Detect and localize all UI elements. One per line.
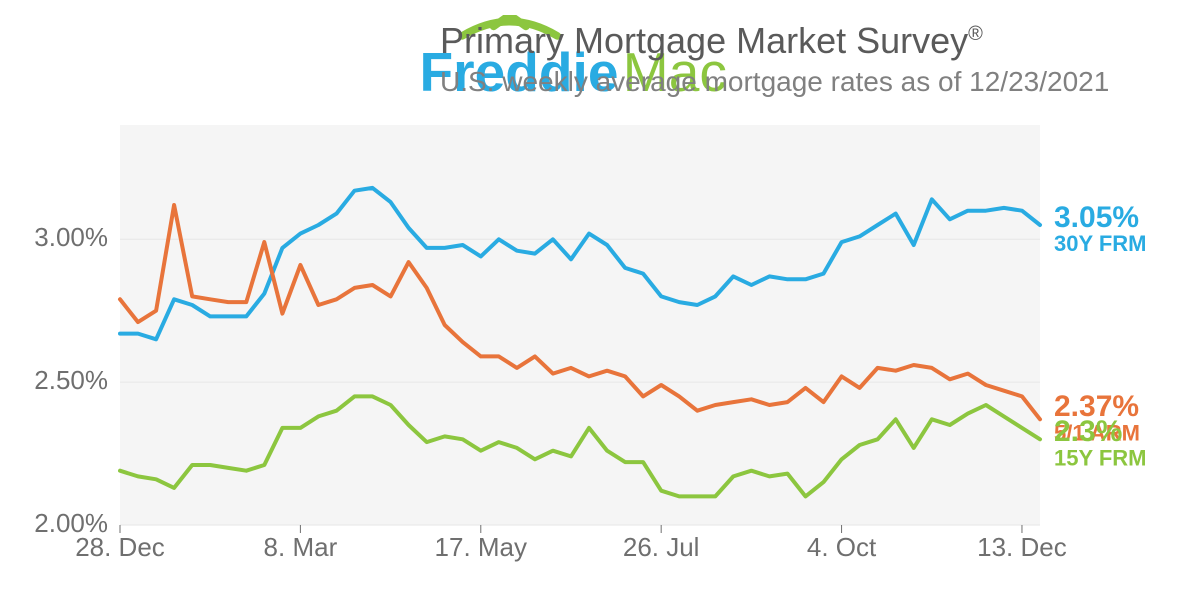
series-end-value: 2.3%	[1054, 415, 1122, 448]
x-axis-label: 8. Mar	[264, 532, 338, 562]
series-end-name: 30Y FRM	[1054, 231, 1147, 256]
x-axis-label: 26. Jul	[623, 532, 700, 562]
series-end-value: 3.05%	[1054, 201, 1139, 234]
y-axis-label: 2.50%	[34, 365, 108, 395]
x-axis-label: 28. Dec	[75, 532, 165, 562]
x-axis-label: 17. May	[435, 532, 528, 562]
y-axis-label: 3.00%	[34, 222, 108, 252]
title-text: Primary Mortgage Market Survey	[440, 20, 968, 61]
chart-subtitle: U.S. weekly average mortgage rates as of…	[440, 66, 1109, 98]
x-axis-label: 4. Oct	[807, 532, 877, 562]
series-end-name: 15Y FRM	[1054, 445, 1147, 470]
chart-title: Primary Mortgage Market Survey®	[440, 20, 1109, 62]
x-axis-label: 13. Dec	[977, 532, 1067, 562]
title-sup: ®	[968, 23, 983, 45]
chart-area: 2.00%2.50%3.00%28. Dec8. Mar17. May26. J…	[20, 110, 1180, 580]
